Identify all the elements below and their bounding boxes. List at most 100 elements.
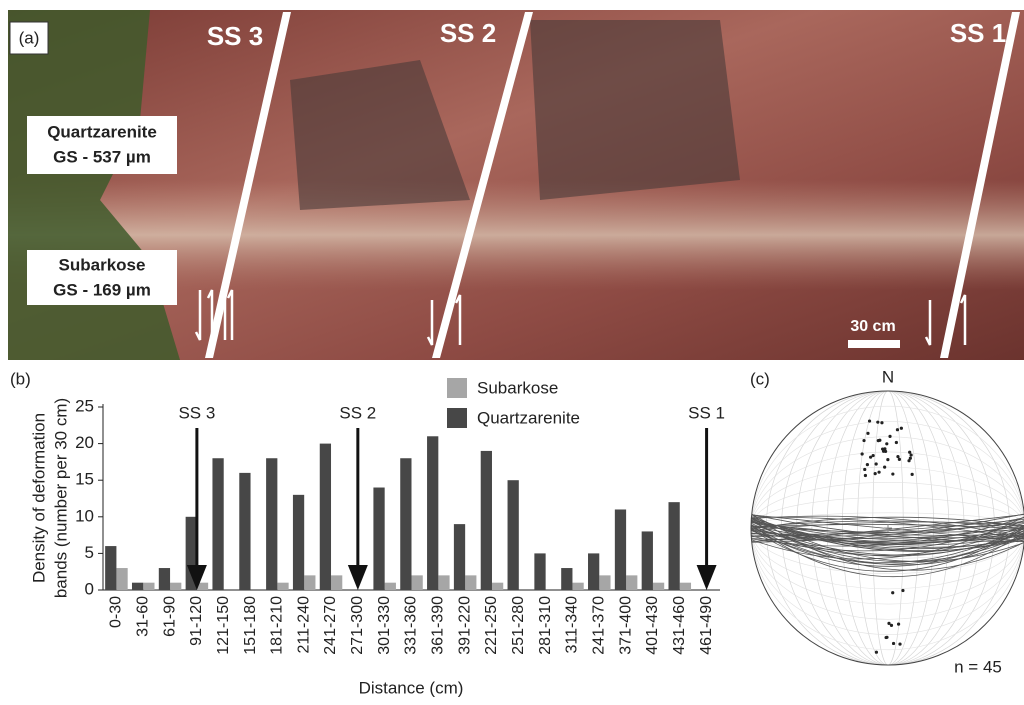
pole-point	[881, 447, 884, 450]
pole-point	[862, 439, 865, 442]
pole-point	[884, 450, 887, 453]
bar	[492, 583, 503, 590]
pole-point	[874, 472, 877, 475]
x-tick-label: 431-460	[671, 596, 688, 655]
pole-point	[864, 474, 867, 477]
fault-label: SS 1	[950, 18, 1006, 48]
grain-size: GS - 169 µm	[53, 280, 151, 299]
pole-point	[895, 441, 898, 444]
x-tick-label: 391-220	[456, 596, 473, 655]
pole-point	[887, 622, 890, 625]
pole-point	[866, 432, 869, 435]
bar	[116, 568, 127, 590]
bar	[588, 553, 599, 590]
figure: (a) SS 3 SS 2 SS 1 Quartzarenite GS - 53…	[0, 0, 1024, 700]
x-tick-label: 221-250	[483, 596, 500, 655]
x-tick-label: 211-240	[295, 596, 312, 654]
north-label: N	[882, 367, 894, 386]
y-tick-label: 25	[75, 396, 94, 415]
x-tick-label: 0-30	[108, 596, 125, 628]
bar	[615, 509, 626, 590]
fault-label: SS 3	[207, 21, 263, 51]
x-tick-label: 361-390	[430, 596, 447, 655]
bar	[534, 553, 545, 590]
annotation-label: SS 3	[178, 403, 215, 422]
bar	[320, 444, 331, 590]
pole-point	[876, 421, 879, 424]
legend-label: Subarkose	[477, 378, 558, 397]
pole-point	[891, 591, 894, 594]
y-tick-label: 15	[75, 470, 94, 489]
annotation-arrowhead	[348, 565, 368, 590]
x-tick-label: 241-270	[322, 596, 339, 655]
x-tick-label: 401-430	[644, 596, 661, 655]
pole-point	[910, 453, 913, 456]
y-tick-label: 5	[85, 543, 94, 562]
pole-point	[898, 642, 901, 645]
annotation-arrowhead	[697, 565, 717, 590]
pole-point	[883, 466, 886, 469]
bar	[626, 575, 637, 590]
x-tick-label: 251-280	[510, 596, 527, 655]
bar	[143, 583, 154, 590]
bar	[438, 575, 449, 590]
legend-label: Quartzarenite	[477, 408, 580, 427]
x-tick-label: 331-360	[403, 596, 420, 655]
bar	[170, 583, 181, 590]
bar	[561, 568, 572, 590]
x-tick-label: 121-150	[215, 596, 232, 655]
bar	[481, 451, 492, 590]
bar	[105, 546, 116, 590]
pole-point	[901, 589, 904, 592]
y-tick-label: 20	[75, 433, 94, 452]
photo: (a) SS 3 SS 2 SS 1 Quartzarenite GS - 53…	[8, 10, 1024, 360]
legend-swatch	[447, 408, 467, 428]
x-tick-label: 461-490	[698, 596, 715, 655]
pole-point	[861, 452, 864, 455]
bar	[454, 524, 465, 590]
bar	[508, 480, 519, 590]
count-label: n = 45	[954, 657, 1002, 676]
panel-label: (c)	[750, 369, 770, 388]
x-tick-label: 371-400	[617, 596, 634, 655]
fault-label: SS 2	[440, 18, 496, 48]
pole-point	[911, 473, 914, 476]
bar	[465, 575, 476, 590]
y-axis-label: bands (number per 30 cm)	[51, 398, 70, 598]
x-tick-label: 281-310	[537, 596, 554, 655]
bar	[642, 531, 653, 590]
page: {"photo": {"panel_label": "(a)", "fault_…	[0, 0, 1024, 700]
pole-point	[896, 455, 899, 458]
y-tick-label: 10	[75, 506, 94, 525]
y-axis-label: Density of deformation	[29, 413, 48, 583]
bar	[427, 436, 438, 590]
annotation-label: SS 2	[339, 403, 376, 422]
pole-point	[908, 451, 911, 454]
pole-point	[877, 471, 880, 474]
bar	[653, 583, 664, 590]
bar	[400, 458, 411, 590]
x-tick-label: 151-180	[242, 596, 259, 655]
pole-point	[872, 454, 875, 457]
x-tick-label: 31-60	[134, 596, 151, 637]
pole-point	[898, 458, 901, 461]
bar	[412, 575, 423, 590]
unit-name: Quartzarenite	[47, 122, 157, 141]
bar	[668, 502, 679, 590]
x-tick-label: 181-210	[269, 596, 286, 655]
pole-point	[885, 442, 888, 445]
bar	[239, 473, 250, 590]
pole-point	[886, 458, 889, 461]
bar	[159, 568, 170, 590]
x-tick-label: 91-120	[188, 596, 205, 646]
pole-point	[888, 435, 891, 438]
pole-point	[863, 468, 866, 471]
bar	[373, 488, 384, 590]
x-tick-label: 61-90	[161, 596, 178, 637]
x-tick-label: 241-370	[591, 596, 608, 655]
x-tick-label: 311-340	[564, 596, 581, 654]
panel-label: (b)	[10, 369, 31, 388]
pole-point	[866, 463, 869, 466]
legend-swatch	[447, 378, 467, 398]
bar	[385, 583, 396, 590]
